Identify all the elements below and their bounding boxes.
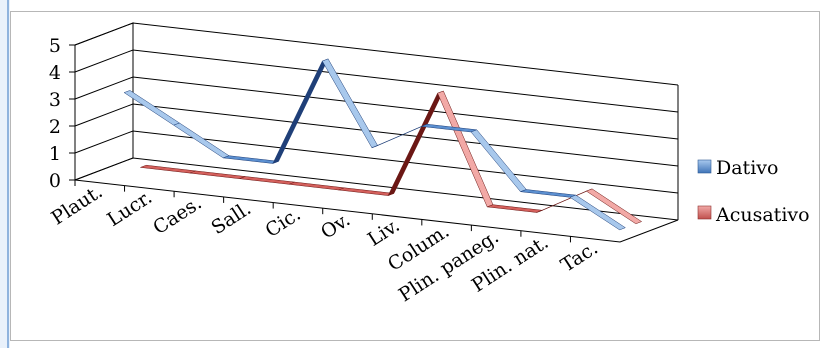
left-accent-bar [0,0,10,348]
y-tick-label: 2 [49,116,61,138]
x-tick-label: Cic. [261,203,304,242]
legend-label-acusativo: Acusativo [715,204,810,226]
y-tick-label: 3 [49,89,61,111]
x-tick-label: Lucr. [103,186,156,231]
x-tick-label: Caes. [149,192,205,239]
x-axis-ticks: Plaut.Lucr.Caes. Sall. Cic. Ov. Liv.Colum.Pl… [47,180,602,306]
series-ribbon-dativo [123,58,626,231]
series-segment [239,176,296,185]
series-segment [486,204,543,213]
x-tick-label: Tac. [557,237,602,277]
legend-swatch-dativo [697,159,712,174]
y-tick-label: 4 [49,62,61,84]
series-segment [421,123,478,133]
series-segment [123,90,180,126]
y-axis-ticks: 0 1 2 3 4 5 [49,35,75,192]
legend-label-dativo: Dativo [716,157,778,179]
legend-swatch-acusativo [697,205,712,220]
side-wall [74,22,134,181]
x-tick-label: Sall. [207,197,255,239]
legend-item-acusativo: Acusativo [697,204,810,226]
series-segment [288,181,345,191]
series-segment [338,187,395,196]
y-tick-label: 5 [49,35,61,57]
series-ribbons [123,58,642,231]
series-segment [140,164,196,174]
series-segment [322,58,378,149]
series-segment [272,58,329,164]
y-tick-label: 0 [49,170,61,192]
gridline [74,49,679,113]
series-segment [189,170,246,179]
legend-item-dativo: Dativo [697,157,778,179]
y-tick-label: 1 [49,143,61,165]
series-segment [569,194,626,231]
gridline [74,103,679,167]
chart-frame [10,11,820,341]
series-ribbon-acusativo [140,90,642,225]
gridline [74,22,679,86]
gridlines [74,22,679,194]
x-tick-label: Liv. [364,214,404,251]
series-segment [437,90,494,208]
series-segment [520,189,577,198]
gridline [74,130,679,194]
series-segment [586,188,642,225]
series-segment [173,122,230,159]
gridline [74,76,679,140]
series-segment [222,155,279,164]
legend: Dativo Acusativo [697,157,810,226]
